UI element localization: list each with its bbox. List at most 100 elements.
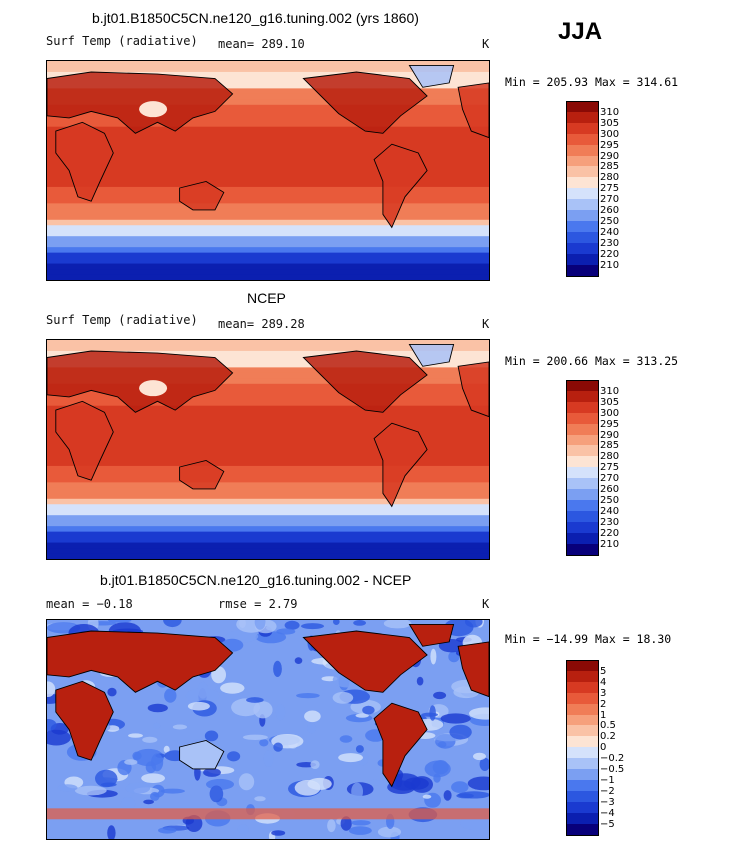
panel-2-mean: mean= 289.28 [218,317,305,331]
colorbar-cell [566,499,599,511]
colorbar-label: 5 [600,665,607,677]
colorbar-label: 270 [600,194,620,206]
colorbar-label: 275 [600,462,620,474]
colorbar-label: 260 [600,205,620,216]
colorbar-cell [566,390,599,402]
colorbar-label: 0.2 [600,731,616,743]
colorbar-cell [566,670,599,682]
colorbar-label: 230 [600,516,620,528]
colorbar-cell [566,823,599,836]
panel-2-map [46,339,490,560]
panel-3-rmse: rmse = 2.79 [218,597,298,611]
colorbar-label: 0 [600,742,607,754]
colorbar-cell [566,111,599,123]
panel-3-map [46,619,490,840]
colorbar-label: 260 [600,484,620,495]
colorbar-label: −4 [600,807,615,819]
panel-3-title: b.jt01.B1850C5CN.ne120_g16.tuning.002 - … [100,572,412,588]
colorbar-cell [566,758,599,770]
colorbar-cell [566,445,599,457]
colorbar-label: 4 [600,676,607,688]
colorbar-label: 290 [600,150,620,162]
colorbar-label: 210 [600,538,620,550]
colorbar-label: 230 [600,237,620,249]
colorbar-cell [566,801,599,813]
panel-2-minmax: Min = 200.66 Max = 313.25 [505,354,679,368]
panel-1-variable-label: Surf Temp (radiative) [46,34,198,48]
colorbar-label: −0.2 [600,753,625,765]
colorbar-cell [566,434,599,446]
panel-3-minmax: Min = −14.99 Max = 18.30 [505,632,672,646]
colorbar-label: 285 [600,161,620,173]
panel-3-colorbar: 5 4 3 2 1 0.5 0.2 0 −0.2 −0.5 −1 −2 −3 −4 −5 [566,660,646,836]
colorbar-label: 3 [600,687,607,699]
colorbar-label: 240 [600,505,620,517]
colorbar-cell [566,144,599,156]
colorbar-cell [566,725,599,737]
colorbar-cell [566,166,599,178]
colorbar-cell [566,779,599,791]
panel-1-map [46,60,490,281]
colorbar-cell [566,101,599,113]
colorbar-cell [566,210,599,221]
colorbar-label: −0.5 [600,764,625,775]
colorbar-label: 2 [600,698,607,710]
panel-1-minmax: Min = 205.93 Max = 314.61 [505,75,679,89]
colorbar-cell [566,489,599,500]
colorbar-cell [566,242,599,254]
colorbar-cell [566,521,599,533]
colorbar-label: 240 [600,226,620,238]
colorbar-cell [566,543,599,556]
colorbar-cell [566,812,599,824]
colorbar-cell [566,467,599,479]
colorbar-label: 0.5 [600,720,616,732]
colorbar-cell [566,188,599,200]
colorbar-cell [566,423,599,435]
colorbar-label: −2 [600,785,615,797]
panel-2-variable-label: Surf Temp (radiative) [46,313,198,327]
colorbar-cell [566,133,599,145]
colorbar-cell [566,231,599,243]
colorbar-label: 275 [600,183,620,195]
colorbar-label: 210 [600,259,620,271]
panel-3-units: K [482,597,490,611]
colorbar-cell [566,747,599,759]
colorbar-label: 280 [600,172,620,184]
colorbar-cell [566,692,599,704]
colorbar-cell [566,253,599,265]
colorbar-cell [566,456,599,468]
panel-2-units: K [482,317,490,331]
colorbar-cell [566,714,599,726]
colorbar-label: 300 [600,407,620,419]
colorbar-label: 250 [600,215,620,227]
colorbar-cell [566,736,599,748]
colorbar-cell [566,199,599,211]
colorbar-label: 290 [600,429,620,441]
colorbar-cell [566,412,599,424]
colorbar-cell [566,380,599,392]
panel-1-mean: mean= 289.10 [218,37,305,51]
season-label: JJA [558,18,603,45]
colorbar-cell [566,122,599,134]
colorbar-cell [566,769,599,780]
colorbar-label: 310 [600,106,620,118]
colorbar-label: 300 [600,128,620,140]
colorbar-label: 285 [600,440,620,452]
colorbar-cell [566,478,599,490]
colorbar-cell [566,155,599,167]
colorbar-cell [566,177,599,189]
colorbar-label: 270 [600,473,620,485]
panel-1-title: b.jt01.B1850C5CN.ne120_g16.tuning.002 (y… [92,10,419,26]
colorbar-label: −5 [600,818,615,830]
colorbar-label: 250 [600,494,620,506]
colorbar-label: 220 [600,248,620,260]
colorbar-cell [566,681,599,693]
panel-2-colorbar: 310 305 300 295 290 285 280 275 270 260 250 240 230 2… [566,380,646,556]
colorbar-label: 280 [600,451,620,463]
colorbar-cell [566,703,599,715]
colorbar-label: 1 [600,709,607,721]
colorbar-label: 310 [600,385,620,397]
panel-2-title: NCEP [247,290,286,306]
colorbar-cell [566,790,599,802]
colorbar-label: 305 [600,396,620,408]
